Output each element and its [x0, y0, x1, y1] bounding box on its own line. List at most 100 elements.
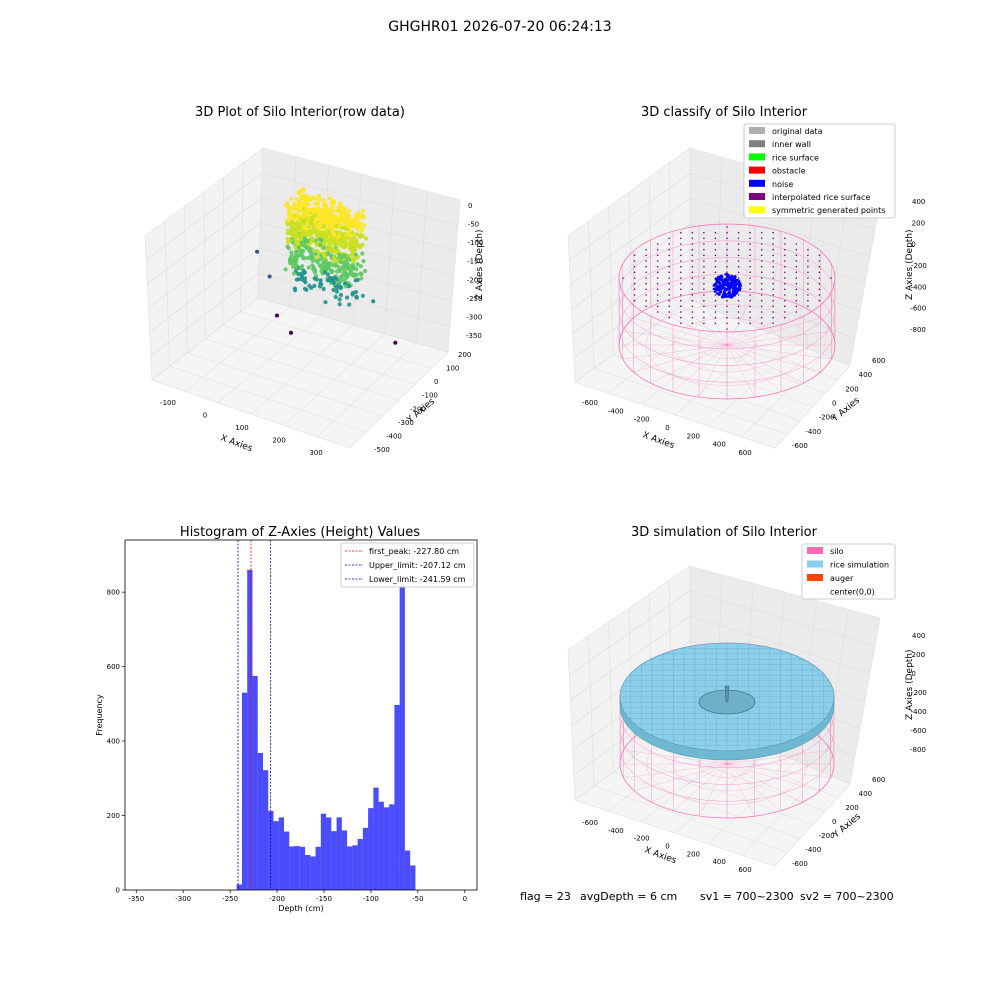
sim3d-y-tick: -400	[805, 846, 821, 854]
interpolated-surface-point	[795, 277, 798, 279]
raw3d-point	[305, 255, 310, 261]
interpolated-surface-point	[668, 311, 670, 313]
legend-label: rice simulation	[830, 561, 889, 570]
interpolated-surface-point	[772, 322, 774, 325]
legend-swatch	[807, 560, 823, 568]
raw3d-point	[362, 223, 367, 228]
sim3d-y-tick: 0	[832, 818, 836, 826]
classify3d-z-tick: -400	[911, 283, 927, 291]
interpolated-surface-point	[633, 260, 636, 262]
interpolated-surface-point	[691, 271, 694, 274]
raw3d-point	[325, 278, 330, 283]
legend-swatch	[807, 574, 823, 581]
noise-point	[717, 281, 720, 285]
interpolated-surface-point	[622, 277, 624, 279]
raw3d-point	[347, 302, 352, 307]
histogram-bar	[299, 846, 306, 890]
legend-label: inner wall	[772, 140, 811, 149]
interpolated-surface-point	[749, 248, 751, 251]
interpolated-surface-point	[784, 277, 786, 279]
raw3d-point	[313, 213, 318, 218]
raw3d-point	[360, 233, 365, 238]
interpolated-surface-point	[807, 254, 809, 257]
raw3d-point	[331, 232, 337, 237]
histogram-bar	[289, 846, 295, 890]
raw3d-point	[327, 196, 333, 201]
interpolated-surface-point	[703, 237, 705, 240]
raw3d-y-tick: 0	[434, 378, 438, 386]
noise-point	[735, 281, 738, 285]
classify3d-y-tick: 0	[832, 400, 836, 408]
raw3d-z-tick: 0	[468, 202, 472, 210]
interpolated-surface-point	[784, 294, 786, 296]
interpolated-surface-point	[760, 254, 763, 257]
interpolated-surface-point	[726, 271, 728, 274]
raw3d-y-tick: 100	[446, 365, 459, 373]
raw3d-point	[283, 267, 288, 272]
histogram-bar	[315, 846, 321, 890]
interpolated-surface-point	[633, 277, 636, 279]
interpolated-surface-point	[691, 322, 694, 325]
interpolated-surface-point	[680, 316, 682, 319]
interpolated-surface-point	[703, 254, 705, 257]
raw3d-x-tick: 200	[272, 437, 285, 445]
legend-label: interpolated rice surface	[772, 193, 870, 202]
raw3d-point	[337, 252, 342, 257]
x-tick-label: -100	[363, 895, 379, 903]
raw3d-point	[351, 273, 356, 278]
raw3d-point	[338, 201, 343, 206]
footer-status: flag = 23 avgDepth = 6 cm sv1 = 700~2300…	[520, 890, 894, 903]
interpolated-surface-point	[749, 311, 751, 313]
raw3d-point	[359, 272, 364, 277]
raw3d-point	[323, 239, 328, 244]
raw3d-xlabel: X Axies	[219, 433, 254, 454]
raw3d-point	[341, 244, 346, 249]
interpolated-surface-point	[680, 299, 682, 302]
interpolated-surface-point	[714, 271, 717, 274]
interpolated-surface-point	[645, 254, 647, 257]
noise-point	[728, 287, 732, 291]
interpolated-surface-point	[795, 248, 798, 251]
raw3d-point	[352, 248, 357, 253]
rice-center-spike	[724, 685, 730, 703]
interpolated-surface-point	[795, 305, 798, 308]
raw3d-point	[352, 244, 357, 249]
legend-swatch	[749, 206, 765, 214]
legend-swatch	[807, 547, 823, 554]
raw3d-point	[339, 274, 344, 279]
raw3d-point	[330, 199, 335, 204]
raw3d-point	[331, 226, 336, 231]
raw3d-point	[306, 202, 311, 207]
classify3d-x-tick: -600	[582, 399, 598, 407]
interpolated-surface-point	[807, 248, 809, 251]
interpolated-surface-point	[818, 271, 821, 274]
legend-swatch	[749, 166, 765, 174]
raw3d-point	[321, 198, 326, 203]
interpolated-surface-point	[795, 282, 798, 285]
interpolated-surface-point	[784, 305, 786, 308]
raw3d-point	[321, 245, 326, 250]
raw3d-x-tick: 100	[235, 424, 248, 432]
grid-line	[568, 590, 876, 676]
raw3d-point	[291, 216, 296, 221]
classify3d-y-tick: 200	[845, 385, 858, 393]
raw3d-point	[342, 259, 347, 265]
raw3d-point	[300, 249, 305, 254]
interpolated-surface-point	[795, 311, 798, 313]
raw3d-point	[286, 205, 291, 210]
interpolated-surface-point	[818, 265, 821, 268]
interpolated-surface-point	[784, 265, 786, 268]
histogram-bar	[394, 704, 400, 890]
histogram-bar	[257, 752, 263, 890]
interpolated-surface-point	[726, 311, 728, 313]
interpolated-surface-point	[656, 288, 659, 291]
interpolated-surface-point	[760, 243, 763, 245]
interpolated-surface-point	[795, 254, 798, 257]
raw3d-point	[291, 271, 297, 276]
raw3d-point	[318, 257, 323, 262]
raw3d-point	[346, 284, 352, 289]
raw3d-point	[337, 302, 342, 307]
interpolated-surface-point	[784, 288, 786, 291]
interpolated-surface-point	[760, 237, 763, 240]
classify3d-y-tick: -200	[819, 414, 835, 422]
